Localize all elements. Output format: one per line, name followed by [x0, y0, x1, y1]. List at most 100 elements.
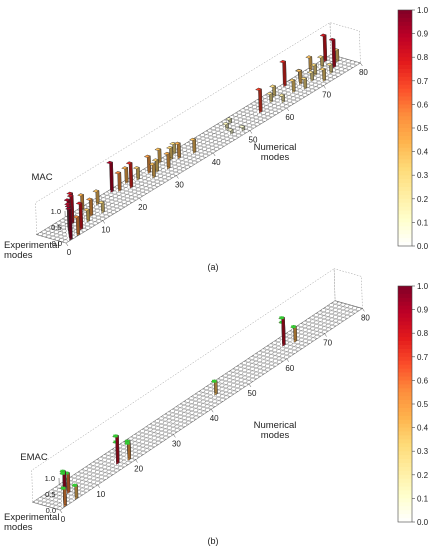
grid-cell-marker — [170, 419, 176, 424]
grid-cell-marker — [272, 348, 278, 352]
colorbar-segment — [398, 352, 412, 358]
grid-cell-marker — [245, 358, 251, 363]
grid-cell-marker — [83, 481, 89, 486]
grid-cell-marker — [343, 68, 348, 73]
bar-top-face — [278, 93, 286, 97]
grid-cell-marker — [204, 386, 209, 390]
grid-cell-marker — [179, 157, 185, 161]
x-tick-mark — [139, 197, 142, 202]
grid-cell-marker — [231, 386, 237, 391]
grid-cell-marker — [299, 334, 304, 338]
colorbar-tick-label: 0.4 — [417, 148, 428, 157]
z-axis-title: EMAC — [20, 452, 48, 463]
grid-cell-marker — [235, 384, 240, 388]
colorbar-segment — [398, 45, 412, 50]
z-tick-label: 1.0 — [51, 207, 61, 216]
bar-top-face — [154, 147, 162, 151]
grid-cell-marker — [92, 218, 98, 222]
grid-cell-marker — [257, 362, 263, 366]
colorbar-segment — [398, 329, 412, 334]
grid-cell-marker — [232, 132, 237, 137]
colorbar-segment — [398, 510, 412, 515]
grid-cell-marker — [125, 197, 131, 202]
colorbar-segment — [398, 72, 412, 78]
grid-cell-marker — [261, 114, 267, 119]
x-tick-mark — [212, 152, 216, 157]
bar-highlight — [279, 316, 284, 320]
grid-cell-marker — [57, 495, 62, 500]
grid-cell-marker — [336, 301, 342, 306]
grid-cell-marker — [322, 330, 327, 334]
grid-cell-marker — [191, 153, 196, 158]
bar — [92, 189, 100, 206]
grid-cell-marker — [208, 398, 214, 402]
grid-cell-marker — [209, 142, 215, 147]
bar — [151, 158, 159, 173]
grid-cell-marker — [265, 356, 270, 361]
grid-cell-marker — [151, 421, 157, 426]
grid-cell-marker — [109, 453, 115, 457]
grid-cell-marker — [218, 122, 224, 126]
grid-cell-marker — [234, 369, 240, 374]
grid-cell-marker — [329, 303, 334, 307]
x-tick-label: 20 — [134, 465, 143, 474]
grid-cell-marker — [139, 181, 144, 186]
grid-cell-marker — [132, 434, 138, 438]
y-axis-title-line: Experimental — [4, 240, 59, 251]
grid-cell-marker — [60, 218, 65, 223]
grid-cell-marker — [155, 430, 161, 434]
grid-cell-marker — [242, 372, 248, 376]
colorbar-segment — [398, 368, 412, 373]
grid-cell-marker — [121, 200, 127, 204]
bar-side-face — [331, 37, 337, 67]
bar-side-face — [109, 160, 114, 192]
grid-cell-marker — [94, 463, 100, 467]
grid-cell-marker — [112, 190, 118, 195]
grid-cell-marker — [95, 215, 101, 220]
x-tick-label: 10 — [96, 490, 105, 499]
grid-cell-marker — [246, 123, 252, 128]
grid-cell-marker — [321, 322, 327, 327]
grid-cell-marker — [321, 319, 327, 323]
grid-cell-marker — [113, 201, 119, 205]
grid-cell-marker — [182, 416, 187, 420]
grid-cell-marker — [155, 433, 161, 438]
panel-label: (a) — [208, 262, 219, 272]
grid-cell-marker — [254, 371, 259, 376]
colorbar-segment — [398, 238, 412, 243]
grid-cell-marker — [306, 336, 312, 341]
colorbar-tick-label: 1.0 — [417, 282, 428, 291]
colorbar-segment — [398, 37, 412, 42]
grid-cell-marker — [331, 71, 337, 76]
x-axis-title-line: modes — [261, 430, 290, 441]
grid-cell-marker — [276, 338, 281, 343]
grid-cell-marker — [225, 140, 231, 145]
grid-cell-marker — [242, 122, 248, 126]
grid-cell-marker — [185, 145, 191, 150]
grid-cell-marker — [57, 491, 62, 496]
colorbar-segment — [398, 423, 412, 428]
grid-cell-marker — [155, 422, 160, 427]
x-tick-label: 0 — [61, 515, 66, 524]
grid-cell-marker — [200, 136, 206, 141]
grid-cell-marker — [163, 428, 168, 433]
x-tick-mark — [248, 383, 252, 388]
grid-cell-marker — [132, 193, 138, 197]
z-tick-label: 0.0 — [46, 506, 56, 515]
bar — [63, 471, 71, 495]
grid-cell-marker — [264, 105, 269, 109]
y-axis-title-line: modes — [4, 522, 33, 533]
grid-cell-marker — [280, 346, 285, 351]
colorbar-segment — [398, 427, 412, 432]
colorbar-segment — [398, 474, 412, 480]
grid-cell-marker — [242, 375, 248, 380]
grid-cell-marker — [329, 306, 334, 311]
grid-cell-marker — [335, 73, 341, 77]
grid-cell-marker — [144, 437, 149, 442]
grid-cell-marker — [157, 170, 163, 175]
grid-cell-marker — [110, 467, 116, 472]
grid-cell-marker — [95, 481, 101, 485]
grid-cell-marker — [147, 431, 153, 435]
grid-cell-marker — [223, 391, 229, 396]
